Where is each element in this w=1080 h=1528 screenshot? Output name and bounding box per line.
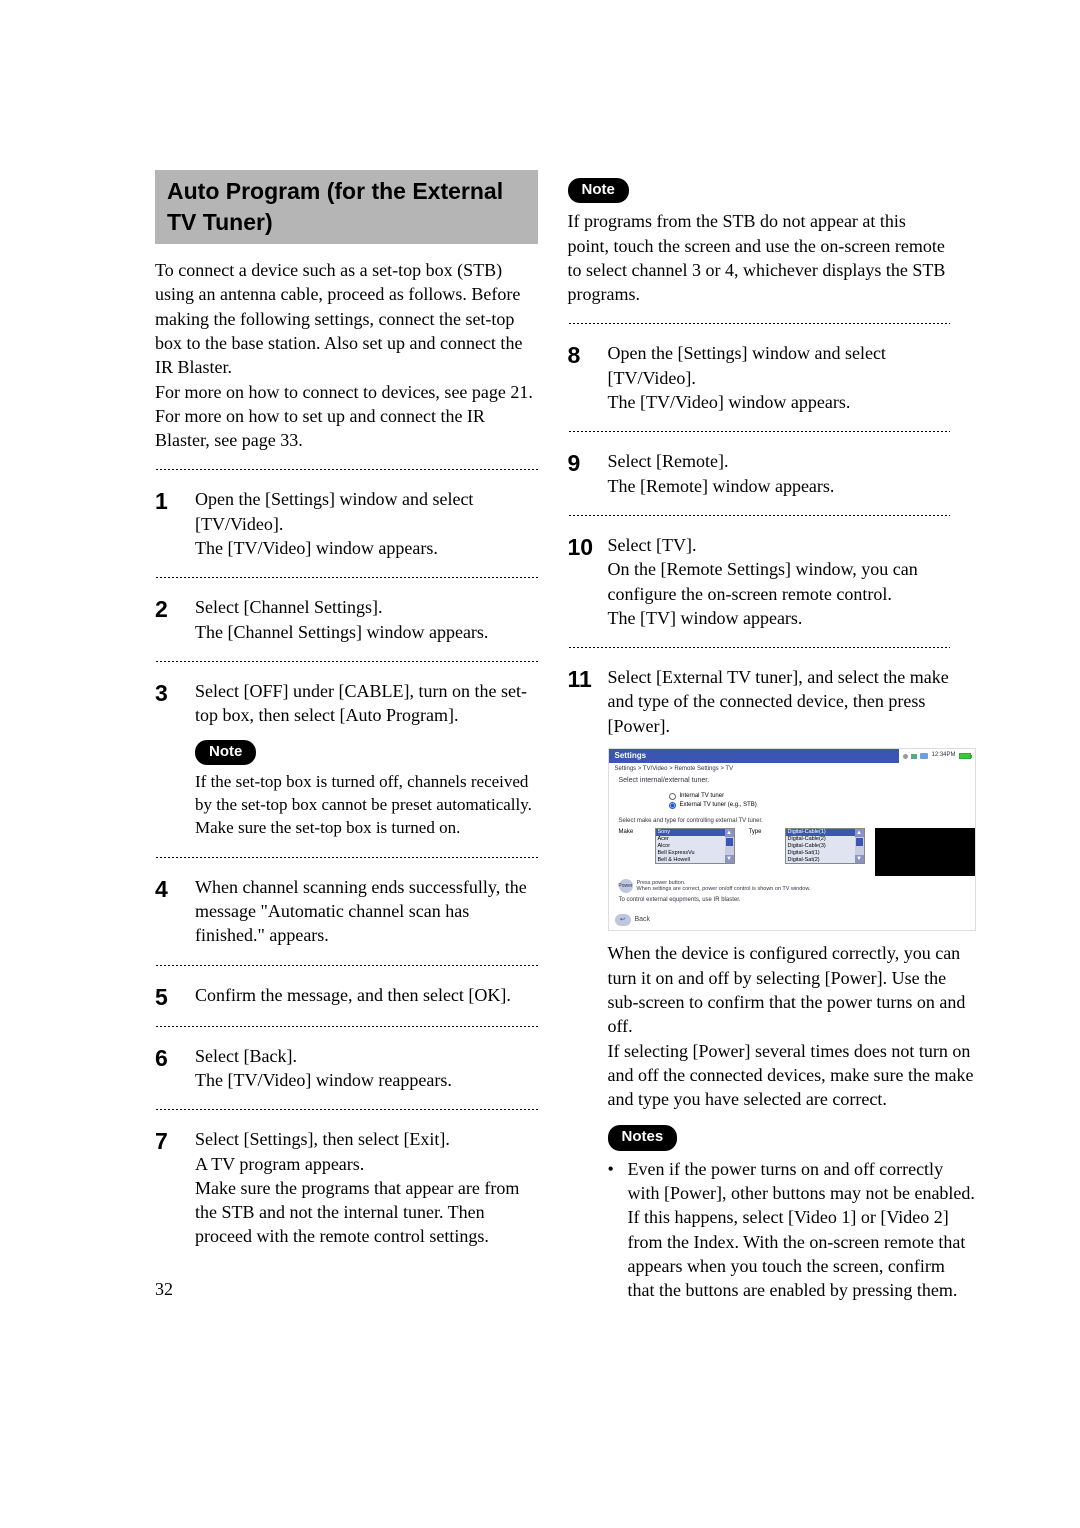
- divider: [155, 468, 538, 471]
- scrollbar[interactable]: ▲ ▼: [725, 829, 734, 863]
- note-text: If programs from the STB do not appear a…: [568, 209, 951, 306]
- step-body: Open the [Settings] window and select [T…: [608, 341, 951, 414]
- divider: [155, 1025, 538, 1028]
- step-body: Select [Back]. The [TV/Video] window rea…: [195, 1044, 538, 1093]
- divider: [155, 1108, 538, 1111]
- breadcrumb: Settings > TV/Video > Remote Settings > …: [609, 763, 975, 775]
- step-body: Open the [Settings] window and select [T…: [195, 487, 538, 560]
- step-number: 3: [155, 679, 181, 840]
- make-label: Make: [619, 828, 641, 836]
- list-item[interactable]: Acer: [656, 836, 725, 843]
- divider: [155, 660, 538, 663]
- settings-screenshot: Settings 12:34PM Settings > TV/Video > R…: [608, 748, 976, 931]
- note-pill: Note: [195, 740, 256, 765]
- divider: [568, 514, 951, 517]
- divider: [155, 856, 538, 859]
- scroll-down-icon[interactable]: ▼: [855, 855, 864, 863]
- webcam-icon: [903, 754, 908, 759]
- note-text: If the set-top box is turned off, channe…: [195, 771, 538, 840]
- status-icons: 12:34PM: [899, 752, 974, 759]
- post-screenshot-text: When the device is configured correctly,…: [608, 941, 976, 1111]
- list-item[interactable]: Bell & Howell: [656, 857, 725, 863]
- scroll-thumb[interactable]: [856, 838, 863, 846]
- step-body: Select [Settings], then select [Exit]. A…: [195, 1127, 538, 1248]
- settings-instruction: Select make and type for controlling ext…: [609, 816, 975, 828]
- power-label: Power: [618, 883, 632, 889]
- step-number: 2: [155, 595, 181, 644]
- radio-off-icon: [669, 793, 676, 800]
- battery-icon: [959, 753, 971, 759]
- divider: [155, 964, 538, 967]
- power-button[interactable]: Power: [619, 879, 633, 893]
- step-body: Select [External TV tuner], and select t…: [608, 665, 976, 738]
- section-title: Auto Program (for the External TV Tuner): [155, 170, 538, 244]
- bullet: •: [608, 1157, 620, 1303]
- divider: [568, 646, 951, 649]
- list-item[interactable]: Digital-Sat(2): [786, 857, 855, 863]
- note-pill: Note: [568, 178, 629, 203]
- radio-external-tuner[interactable]: External TV tuner (e.g., STB): [669, 801, 915, 810]
- step-body: Select [TV]. On the [Remote Settings] wi…: [608, 533, 951, 630]
- step-number: 6: [155, 1044, 181, 1093]
- make-listbox[interactable]: Sony Acer Alcor Bell ExpressVu Bell & Ho…: [655, 828, 735, 864]
- clock: 12:34PM: [931, 752, 955, 759]
- step-number: 8: [568, 341, 594, 414]
- notes-pill: Notes: [608, 1125, 678, 1150]
- intro-paragraph: To connect a device such as a set-top bo…: [155, 258, 538, 452]
- step-body: When channel scanning ends successfully,…: [195, 875, 538, 948]
- step-number: 7: [155, 1127, 181, 1248]
- radio-internal-tuner[interactable]: Internal TV tuner: [669, 792, 915, 801]
- list-item[interactable]: Digital-Cable(2): [786, 836, 855, 843]
- step-number: 10: [568, 533, 594, 630]
- scroll-down-icon[interactable]: ▼: [725, 855, 734, 863]
- list-item[interactable]: Digital-Cable(3): [786, 843, 855, 850]
- step-number: 1: [155, 487, 181, 560]
- radio-label: Internal TV tuner: [680, 793, 725, 800]
- divider: [155, 576, 538, 579]
- sound-icon: [920, 753, 928, 759]
- list-item[interactable]: Alcor: [656, 843, 725, 850]
- step-number: 5: [155, 983, 181, 1009]
- back-label: Back: [635, 916, 651, 924]
- radio-label: External TV tuner (e.g., STB): [680, 802, 757, 809]
- list-item[interactable]: Bell ExpressVu: [656, 850, 725, 857]
- signal-icon: [911, 754, 917, 759]
- control-note: To control external equpments, use IR bl…: [609, 895, 975, 910]
- preview-area: [875, 828, 975, 876]
- step-body: Select [Channel Settings]. The [Channel …: [195, 595, 538, 644]
- radio-on-icon: [669, 802, 676, 809]
- back-button[interactable]: ↩: [615, 914, 631, 926]
- step-number: 9: [568, 449, 594, 498]
- scroll-up-icon[interactable]: ▲: [855, 829, 864, 837]
- step-body: Confirm the message, and then select [OK…: [195, 983, 538, 1009]
- scrollbar[interactable]: ▲ ▼: [855, 829, 864, 863]
- settings-subtitle: Select internal/external tuner.: [609, 775, 975, 791]
- type-label: Type: [749, 828, 771, 836]
- power-instruction: Press power button. When settings are co…: [637, 880, 811, 892]
- type-listbox[interactable]: Digital-Cable(1) Digital-Cable(2) Digita…: [785, 828, 865, 864]
- step-body: Select [Remote]. The [Remote] window app…: [608, 449, 951, 498]
- step-body: Select [OFF] under [CABLE], turn on the …: [195, 679, 538, 728]
- final-note-bullet: Even if the power turns on and off corre…: [628, 1157, 976, 1303]
- step-number: 11: [568, 665, 594, 1302]
- step-number: 4: [155, 875, 181, 948]
- scroll-thumb[interactable]: [726, 838, 733, 846]
- list-item[interactable]: Digital-Sat(1): [786, 850, 855, 857]
- settings-title: Settings: [609, 749, 900, 764]
- scroll-up-icon[interactable]: ▲: [725, 829, 734, 837]
- divider: [568, 322, 951, 325]
- list-item[interactable]: Sony: [656, 829, 725, 836]
- list-item[interactable]: Digital-Cable(1): [786, 829, 855, 836]
- page-number: 32: [155, 1277, 538, 1301]
- divider: [568, 430, 951, 433]
